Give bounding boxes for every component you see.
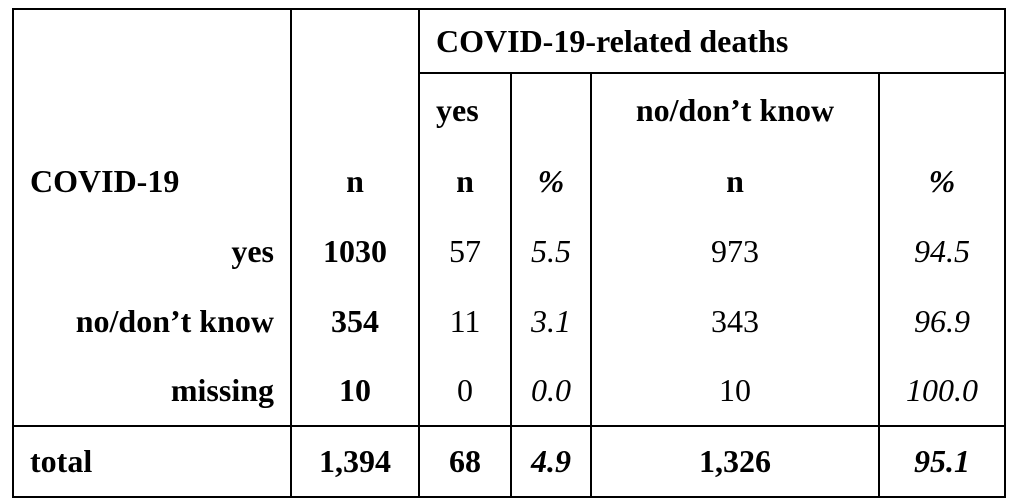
subheader: no/don’t know	[590, 73, 880, 147]
cell: 0	[418, 356, 512, 426]
table-body: COVID-19-related deaths yes no/don’t kno…	[12, 9, 1007, 497]
cell: 4.9	[510, 425, 592, 497]
cell: 3.1	[510, 286, 592, 356]
cell: n	[590, 147, 880, 216]
column-header-row: COVID-19 n n% n%	[12, 147, 1007, 216]
cell: 343	[590, 286, 880, 356]
cell: 100.0	[877, 356, 1007, 426]
total-row: total 1,394 68 4.9 1,326 95.1	[12, 425, 1007, 497]
data-row: no/don’t know 354 11 3.1 343 96.9	[12, 286, 1007, 356]
empty-cell	[12, 9, 292, 147]
data-table: COVID-19-related deaths yes no/don’t kno…	[12, 8, 1007, 498]
row-label: no/don’t know	[12, 286, 292, 356]
cell: %	[877, 147, 1007, 216]
cell: 1,394	[290, 425, 420, 497]
empty-cell	[510, 73, 592, 147]
cell: 1030	[290, 216, 420, 286]
cell: 10	[290, 356, 420, 426]
cell: 1,326	[590, 425, 880, 497]
cell: 354	[290, 286, 420, 356]
cell: 94.5	[877, 216, 1007, 286]
row-label: missing	[12, 356, 292, 426]
cell: %	[510, 147, 592, 216]
cell: 57	[418, 216, 512, 286]
row-label: yes	[12, 216, 292, 286]
cell: 68	[418, 425, 512, 497]
row-label: COVID-19	[12, 147, 292, 216]
subheader: yes	[418, 73, 512, 147]
group-title: COVID-19-related deaths	[417, 9, 1007, 74]
subheader-row: yes no/don’t know	[13, 73, 1007, 147]
empty-cell	[877, 73, 1007, 147]
title-row: COVID-19-related deaths	[12, 9, 1007, 147]
cell: 95.1	[877, 425, 1007, 497]
data-row: yes 1030 57 5.5 973 94.5	[12, 216, 1007, 286]
cell: 96.9	[877, 286, 1007, 356]
cell: 973	[590, 216, 880, 286]
cell: 5.5	[510, 216, 592, 286]
data-row: missing 10 0 0.0 10 100.0	[12, 356, 1007, 426]
cell: n	[418, 147, 512, 216]
cell: 0.0	[510, 356, 592, 426]
empty-cell	[290, 9, 420, 147]
cell: n	[290, 147, 420, 216]
cell: 11	[418, 286, 512, 356]
cell: 10	[590, 356, 880, 426]
row-label: total	[12, 425, 292, 497]
